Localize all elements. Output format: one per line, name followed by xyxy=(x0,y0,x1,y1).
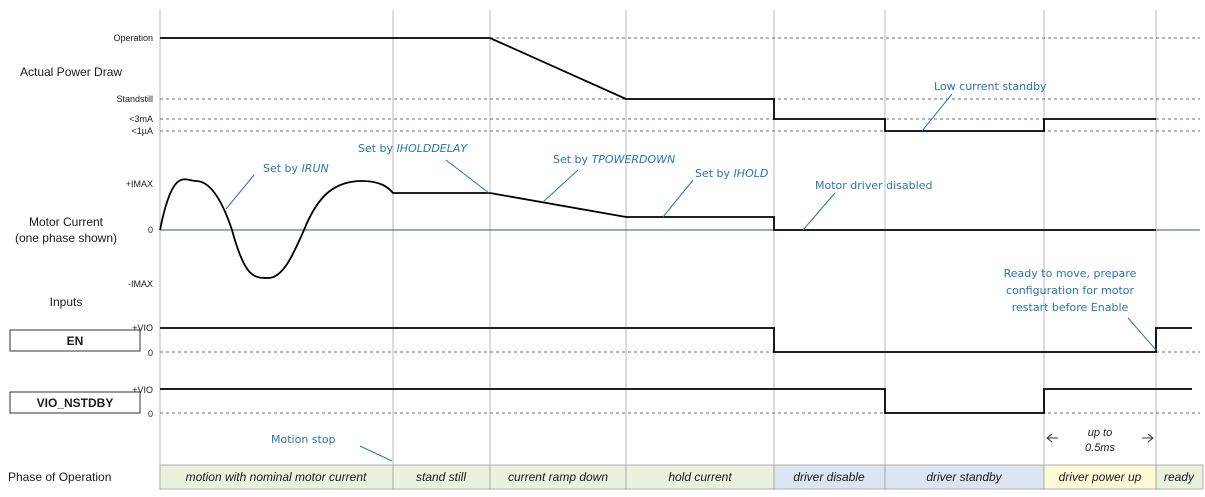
low-current-callout-line xyxy=(921,93,953,132)
motor-current-title: Motor Current xyxy=(29,215,104,229)
iholddelay-callout-line xyxy=(445,159,490,194)
left-arrow-icon xyxy=(1046,433,1058,443)
vio-signal-trace xyxy=(160,388,1192,414)
vio-signal-box xyxy=(9,391,141,414)
phase-grid xyxy=(159,10,1157,490)
phase-label-current-ramp-down: current ramp down xyxy=(508,470,608,484)
level-1ua-label: <1µA xyxy=(132,126,153,136)
motor-current-subtitle: (one phase shown) xyxy=(15,231,117,245)
level-3ma-label: <3mA xyxy=(129,114,153,124)
phase-cell-current-ramp-down xyxy=(489,464,627,490)
ihold-annotation: Set by IHOLD xyxy=(695,167,768,180)
ready-annotation-line1: Ready to move, prepare xyxy=(1004,267,1137,280)
phase-cell-motion xyxy=(159,464,394,490)
phase-label-motion: motion with nominal motor current xyxy=(186,470,367,484)
vio-signal-name: VIO_NSTDBY xyxy=(37,396,114,410)
en-signal-trace xyxy=(160,327,1192,353)
imax-pos-label: +IMAX xyxy=(126,179,153,189)
phase-cell-stand-still xyxy=(392,464,491,490)
level-operation-label: Operation xyxy=(113,33,153,43)
zero-current-label: 0 xyxy=(148,225,153,235)
imax-neg-label: -IMAX xyxy=(128,279,153,289)
en-low-label: 0 xyxy=(148,348,153,358)
power-draw-title: Actual Power Draw xyxy=(20,65,122,79)
iholddelay-annotation: Set by IHOLDDELAY xyxy=(358,142,468,155)
tpowerdown-callout-line xyxy=(542,169,579,203)
right-arrow-icon xyxy=(1142,433,1154,443)
phase-label-hold-current: hold current xyxy=(668,470,732,484)
driver-disabled-callout-line xyxy=(802,192,836,231)
en-signal-name: EN xyxy=(67,334,84,348)
phase-cell-ready xyxy=(1155,464,1204,490)
tpowerdown-annotation: Set by TPOWERDOWN xyxy=(553,153,675,166)
motor-driver-disabled-annotation: Motor driver disabled xyxy=(815,179,932,192)
en-signal-box xyxy=(9,329,141,352)
phase-bar: motion with nominal motor current stand … xyxy=(159,464,1204,490)
motion-stop-callout-line xyxy=(359,445,393,462)
en-high-label: +VIO xyxy=(132,323,153,333)
phase-label-stand-still: stand still xyxy=(416,470,466,484)
up-to-label-line1: up to xyxy=(1088,427,1112,439)
inputs-title: Inputs xyxy=(50,295,83,309)
ready-annotation-line3: restart before Enable xyxy=(1012,301,1129,314)
ready-annotation-line2: configuration for motor xyxy=(1006,284,1135,297)
irun-callout-line xyxy=(225,174,255,210)
phase-label-driver-power-up: driver power up xyxy=(1059,470,1142,484)
low-current-standby-annotation: Low current standby xyxy=(934,80,1047,93)
phase-label-ready: ready xyxy=(1164,470,1195,484)
level-standstill-label: Standstill xyxy=(116,94,153,104)
motor-current-waveform xyxy=(159,178,1156,279)
vio-low-label: 0 xyxy=(148,409,153,419)
phase-label-driver-disable: driver disable xyxy=(793,470,865,484)
phase-label-driver-standby: driver standby xyxy=(926,470,1002,484)
irun-annotation: Set by IRUN xyxy=(263,162,329,175)
ready-callout-line xyxy=(1127,317,1157,351)
up-to-label-line2: 0.5ms xyxy=(1085,442,1115,454)
phase-of-operation-title: Phase of Operation xyxy=(8,470,111,484)
power-draw-trace xyxy=(160,37,1156,132)
motion-stop-annotation: Motion stop xyxy=(271,433,336,446)
phase-cell-driver-standby xyxy=(884,464,1045,490)
ihold-callout-line xyxy=(662,179,694,218)
vio-high-label: +VIO xyxy=(132,385,153,395)
